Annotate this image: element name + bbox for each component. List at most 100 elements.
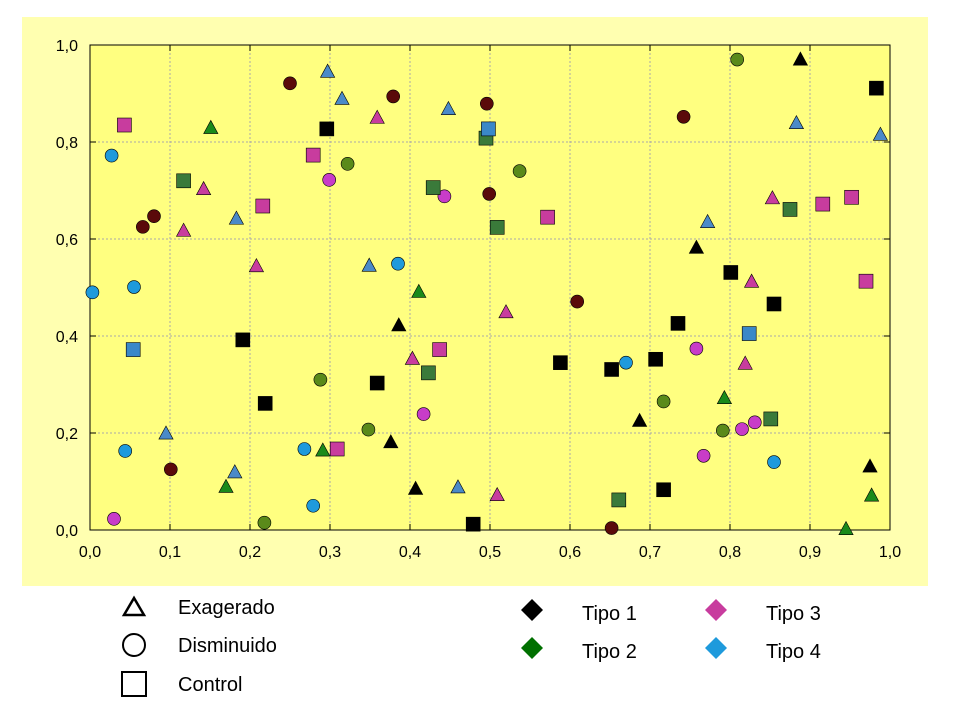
circle-point-tipo2 — [361, 422, 376, 437]
triangle-point-tipo2 — [203, 119, 219, 134]
x-tick-label: 0,9 — [799, 544, 821, 561]
y-tick-label: 0,2 — [56, 426, 78, 443]
triangle-point-tipo2 — [315, 442, 331, 457]
x-tick-label: 0,4 — [399, 544, 421, 561]
square-point-tipo1 — [656, 482, 671, 498]
x-tick-label: 0,0 — [79, 544, 101, 561]
circle-point-tipo4 — [85, 285, 100, 300]
circle-point-tipo4 — [619, 355, 633, 370]
circle-point-tipo1 — [386, 89, 401, 104]
x-tick-label: 1,0 — [879, 544, 901, 561]
square-point-tipo2 — [763, 411, 779, 427]
circle-point-tipo3 — [437, 189, 452, 204]
square-point-tipo1 — [369, 375, 385, 391]
circle-point-tipo3 — [689, 341, 704, 356]
triangle-point-tipo1 — [631, 412, 648, 427]
legend-circle-icon — [122, 633, 146, 657]
triangle-point-tipo3 — [404, 350, 421, 365]
square-point-tipo3 — [255, 198, 271, 214]
triangle-point-tipo4 — [450, 479, 466, 494]
legend-item-tipo4: Tipo 4 — [705, 637, 821, 663]
triangle-point-tipo2 — [716, 389, 733, 405]
circle-point-tipo2 — [512, 164, 527, 178]
legend-diamond-icon — [521, 599, 543, 621]
square-point-tipo3 — [540, 209, 555, 225]
grid-lines — [90, 45, 890, 530]
circle-point-tipo3 — [696, 448, 711, 463]
triangle-point-tipo4 — [334, 90, 350, 105]
circle-point-tipo1 — [570, 294, 585, 309]
x-tick-label: 0,6 — [559, 544, 581, 561]
triangle-point-tipo1 — [792, 51, 809, 66]
triangle-point-tipo3 — [489, 486, 505, 502]
legend-label: Control — [178, 674, 242, 696]
square-point-tipo3 — [117, 117, 132, 133]
triangle-point-tipo1 — [391, 317, 407, 332]
x-tick-label: 0,1 — [159, 544, 181, 561]
triangle-point-tipo1 — [862, 458, 878, 473]
circle-point-tipo1 — [482, 187, 497, 201]
triangle-point-tipo2 — [838, 520, 854, 535]
square-point-tipo1 — [604, 362, 619, 377]
square-point-tipo3 — [815, 196, 831, 212]
y-tick-label: 0,8 — [56, 135, 78, 152]
square-point-tipo3 — [305, 147, 321, 163]
circle-point-tipo3 — [107, 512, 121, 526]
square-point-tipo1 — [766, 296, 782, 312]
square-point-tipo1 — [670, 316, 686, 331]
triangle-point-tipo3 — [369, 109, 385, 124]
legend-label: Disminuido — [178, 635, 277, 657]
square-point-tipo2 — [611, 492, 627, 508]
y-tick-label: 0,4 — [56, 329, 78, 346]
square-point-tipo4 — [125, 342, 141, 357]
legend-label: Tipo 1 — [582, 603, 637, 625]
triangle-point-tipo4 — [788, 114, 805, 130]
circle-point-tipo2 — [340, 157, 355, 171]
triangle-point-tipo4 — [361, 257, 377, 272]
triangle-point-tipo3 — [175, 222, 192, 237]
triangle-point-tipo2 — [863, 487, 880, 502]
square-point-tipo3 — [858, 273, 874, 289]
circle-point-tipo1 — [604, 521, 619, 535]
square-point-tipo2 — [489, 220, 505, 235]
triangle-point-tipo2 — [218, 478, 234, 493]
square-point-tipo1 — [553, 355, 568, 370]
square-point-tipo3 — [432, 342, 447, 357]
circle-point-tipo2 — [715, 423, 730, 438]
circle-point-tipo3 — [416, 407, 431, 421]
triangle-point-tipo1 — [688, 239, 705, 254]
legend: Exagerado Disminuido Control Tipo 1 Tipo 2 Ti… — [121, 595, 821, 697]
legend-diamond-icon — [705, 599, 727, 621]
circle-point-tipo4 — [104, 148, 119, 163]
circle-point-tipo4 — [767, 455, 781, 469]
triangle-point-tipo4 — [158, 425, 174, 440]
triangle-point-tipo4 — [228, 210, 245, 225]
legend-item-triangle: Exagerado — [121, 595, 275, 619]
triangle-point-tipo4 — [699, 213, 716, 228]
square-point-tipo1 — [257, 396, 273, 411]
legend-item-tipo3: Tipo 3 — [705, 599, 821, 625]
circle-point-tipo1 — [164, 462, 178, 477]
y-tick-label: 0,0 — [56, 523, 78, 540]
legend-diamond-icon — [705, 637, 727, 659]
square-point-tipo4 — [481, 121, 496, 137]
legend-label: Tipo 3 — [766, 603, 821, 625]
square-point-tipo4 — [741, 326, 757, 341]
circle-point-tipo1 — [136, 220, 150, 234]
square-point-tipo2 — [176, 173, 191, 189]
triangle-point-tipo4 — [440, 100, 457, 115]
triangle-point-tipo3 — [195, 180, 212, 195]
circle-point-tipo4 — [118, 444, 132, 458]
legend-diamond-icon — [521, 637, 543, 659]
triangle-point-tipo3 — [743, 273, 760, 288]
square-point-tipo2 — [421, 365, 436, 381]
triangle-point-tipo3 — [737, 355, 753, 370]
square-point-tipo3 — [329, 441, 345, 457]
square-point-tipo1 — [319, 121, 335, 137]
circle-point-tipo1 — [479, 96, 494, 111]
circle-point-tipo4 — [306, 498, 321, 513]
x-tick-label: 0,8 — [719, 544, 741, 561]
circle-point-tipo4 — [297, 442, 312, 456]
circle-point-tipo1 — [283, 76, 297, 91]
